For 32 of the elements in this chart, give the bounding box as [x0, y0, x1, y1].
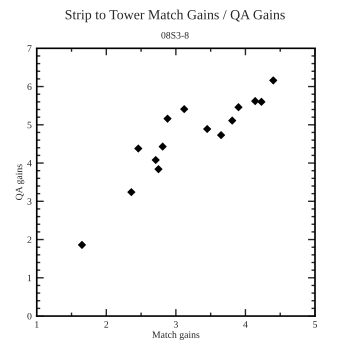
point [127, 188, 136, 196]
point [203, 124, 212, 134]
y-tick-label: 2 [27, 236, 32, 243]
y-tick-label: 5 [28, 122, 32, 128]
x-tick-label: 3 [174, 321, 178, 328]
y-tick-label: 1 [28, 274, 32, 282]
point [269, 76, 278, 84]
y-tick-label: 3 [27, 198, 32, 205]
x-axis-title: Match gains [152, 331, 200, 340]
x-tick-label: 5 [313, 321, 318, 328]
y-tick-label: 7 [28, 45, 32, 52]
x-tick-label: 1 [35, 321, 39, 328]
point [257, 98, 266, 106]
y-axis-title: QA gains [16, 164, 24, 200]
point [251, 97, 260, 106]
point [154, 165, 163, 174]
point [228, 116, 236, 125]
point [164, 114, 172, 123]
point [234, 103, 243, 112]
point [134, 144, 142, 153]
chart-subtitle: 08S3-8 [161, 32, 189, 39]
point [152, 156, 160, 164]
point [78, 240, 86, 249]
point [180, 105, 188, 114]
chart-title: Strip to Tower Match Gains / QA Gains [66, 10, 285, 22]
point [217, 131, 226, 140]
x-tick-label: 4 [243, 321, 248, 328]
y-tick-label: 4 [27, 160, 32, 166]
y-tick-label: 6 [27, 83, 32, 90]
x-tick-label: 2 [104, 321, 108, 328]
y-tick-label: 0 [27, 312, 32, 320]
point [158, 142, 167, 151]
